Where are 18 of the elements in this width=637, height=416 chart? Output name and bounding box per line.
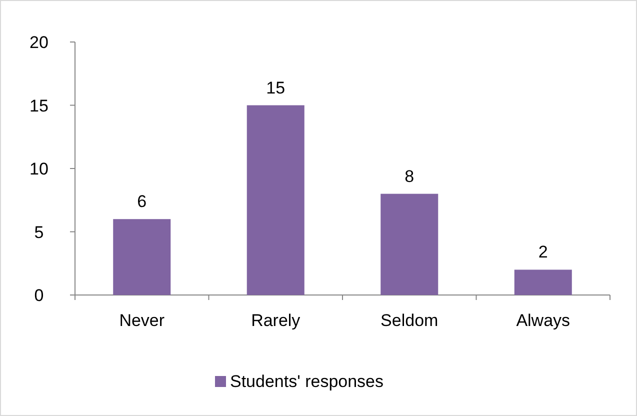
y-tick-label: 20 <box>30 33 48 52</box>
bar <box>514 270 572 295</box>
bar <box>380 194 438 295</box>
y-tick-label: 0 <box>34 286 44 305</box>
data-label: 15 <box>266 78 286 98</box>
x-tick-label: Rarely <box>251 311 301 330</box>
y-tick-label: 5 <box>34 222 44 242</box>
data-label: 8 <box>404 166 414 186</box>
y-tick-label: 15 <box>30 96 48 116</box>
bar <box>246 105 304 295</box>
legend-label: Students' responses <box>230 372 384 391</box>
x-tick-label: Seldom <box>380 311 438 330</box>
bar <box>113 219 171 295</box>
x-tick-label: Never <box>119 311 165 330</box>
data-label: 6 <box>137 192 147 212</box>
data-label: 2 <box>538 242 548 262</box>
y-tick-label: 10 <box>30 160 48 178</box>
x-tick-label: Always <box>516 311 570 330</box>
